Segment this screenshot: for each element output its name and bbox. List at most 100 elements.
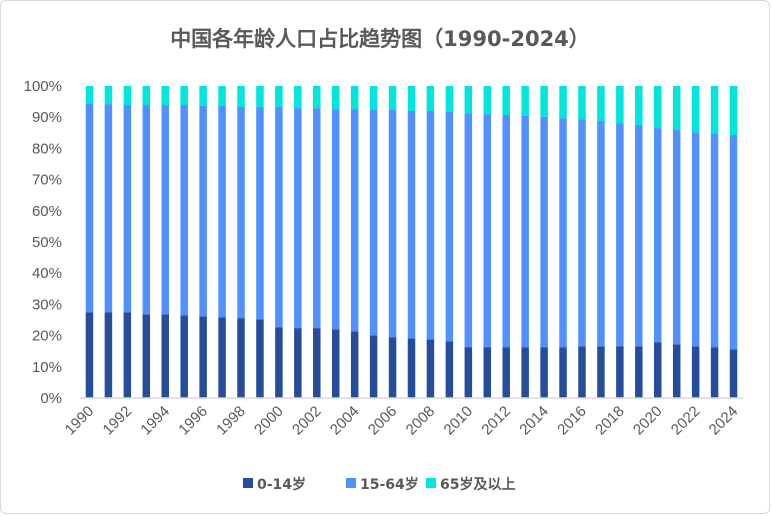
bar-segment-15-64	[635, 125, 643, 347]
x-tick-label: 2016	[554, 403, 590, 439]
bar-segment-0-14	[710, 347, 719, 398]
bar-segment-0-14	[237, 318, 245, 398]
bar-segment-0-14	[142, 314, 151, 398]
bar-segment-65plus	[635, 86, 643, 125]
bar-segment-0-14	[578, 346, 586, 398]
x-tick-label: 2014	[516, 403, 552, 439]
bar-segment-15-64	[85, 103, 94, 313]
y-tick-label: 90%	[32, 109, 62, 126]
x-tick-label: 2012	[478, 403, 514, 439]
x-tick-label: 1994	[137, 403, 173, 439]
x-tick-label: 2004	[327, 403, 363, 439]
bar-segment-65plus	[445, 86, 454, 112]
bar-segment-65plus	[104, 86, 113, 105]
bar-segment-65plus	[540, 86, 548, 117]
bar-segment-65plus	[426, 86, 435, 111]
bar-segment-0-14	[350, 331, 359, 398]
bar-segment-65plus	[85, 86, 94, 104]
bar-segment-0-14	[180, 315, 188, 398]
bar-segment-65plus	[161, 86, 169, 106]
bar-segment-65plus	[369, 86, 378, 111]
bar-segment-0-14	[502, 347, 510, 398]
x-tick-label: 2022	[668, 403, 704, 439]
bar-segment-15-64	[313, 108, 321, 329]
bar-segment-15-64	[350, 109, 359, 332]
bar-segment-0-14	[388, 337, 397, 398]
bar-segment-0-14	[654, 342, 662, 398]
bar-segment-65plus	[654, 86, 662, 129]
x-tick-label: 2002	[289, 403, 325, 439]
bar-segment-0-14	[691, 346, 700, 398]
y-tick-label: 30%	[32, 296, 62, 313]
bar-segment-0-14	[313, 328, 321, 398]
bar-segment-0-14	[445, 341, 454, 398]
bar-segment-0-14	[672, 344, 681, 398]
bar-segment-0-14	[294, 328, 302, 398]
bar-segment-65plus	[350, 86, 359, 110]
bar-segment-0-14	[729, 349, 738, 398]
y-tick-label: 60%	[32, 203, 62, 220]
bar-segment-0-14	[256, 319, 264, 398]
bar-segment-15-64	[691, 132, 700, 347]
bar-segment-0-14	[597, 346, 605, 398]
bar-segment-0-14	[104, 312, 113, 398]
x-tick-label: 1998	[213, 403, 249, 439]
bar-segment-0-14	[407, 338, 416, 398]
bar-segment-15-64	[464, 113, 473, 348]
bar-segment-65plus	[199, 86, 207, 106]
bar-segment-15-64	[616, 123, 624, 347]
bar-segment-65plus	[218, 86, 226, 106]
bar-segment-65plus	[256, 86, 264, 107]
bar-segment-15-64	[218, 105, 226, 318]
bar-segment-0-14	[616, 346, 624, 398]
bar-segment-0-14	[123, 312, 132, 398]
bar-segment-0-14	[521, 347, 529, 398]
x-tick-label: 2010	[441, 403, 477, 439]
bar-segment-15-64	[275, 106, 283, 328]
bar-segment-15-64	[502, 115, 510, 348]
x-tick-label: 2018	[592, 403, 628, 439]
bar-segment-15-64	[426, 110, 435, 340]
bar-segment-0-14	[483, 347, 492, 398]
bar-segment-15-64	[672, 129, 681, 345]
bar-segment-65plus	[597, 86, 605, 121]
bar-segment-15-64	[388, 110, 397, 338]
bar-segment-65plus	[559, 86, 567, 119]
legend-item: 15-64岁	[346, 476, 419, 493]
bar-segment-15-64	[729, 134, 738, 350]
bar-segment-0-14	[331, 329, 340, 398]
bar-segment-65plus	[142, 86, 151, 106]
bar-segment-65plus	[616, 86, 624, 124]
y-tick-label: 70%	[32, 172, 62, 189]
bar-segment-65plus	[180, 86, 188, 106]
bar-segment-0-14	[218, 317, 226, 398]
bar-segment-15-64	[597, 120, 605, 347]
legend-swatch	[426, 478, 436, 488]
bar-segment-65plus	[294, 86, 302, 109]
x-tick-label: 2000	[251, 403, 287, 439]
bar-segment-65plus	[578, 86, 586, 120]
bar-segment-0-14	[161, 314, 169, 398]
bar-segment-65plus	[464, 86, 473, 114]
legend-item: 65岁及以上	[426, 476, 515, 493]
bar-segment-65plus	[521, 86, 529, 116]
bar-segment-65plus	[710, 86, 719, 135]
bar-segment-15-64	[104, 104, 113, 313]
y-tick-label: 10%	[32, 359, 62, 376]
bar-segment-65plus	[237, 86, 245, 107]
x-tick-label: 2024	[706, 403, 742, 439]
bar-segment-0-14	[559, 347, 567, 398]
bar-segment-15-64	[540, 116, 548, 348]
bar-segment-0-14	[199, 316, 207, 398]
bar-segment-15-64	[256, 106, 264, 320]
bar-segment-15-64	[445, 111, 454, 342]
bar-segment-15-64	[559, 118, 567, 348]
x-tick-label: 1990	[62, 403, 98, 439]
y-tick-label: 40%	[32, 265, 62, 282]
bar-segment-15-64	[237, 106, 245, 319]
bar-segment-65plus	[502, 86, 510, 116]
bar-segment-0-14	[426, 339, 435, 398]
bar-segment-65plus	[331, 86, 340, 110]
bar-segment-65plus	[275, 86, 283, 107]
bar-segment-65plus	[483, 86, 492, 115]
